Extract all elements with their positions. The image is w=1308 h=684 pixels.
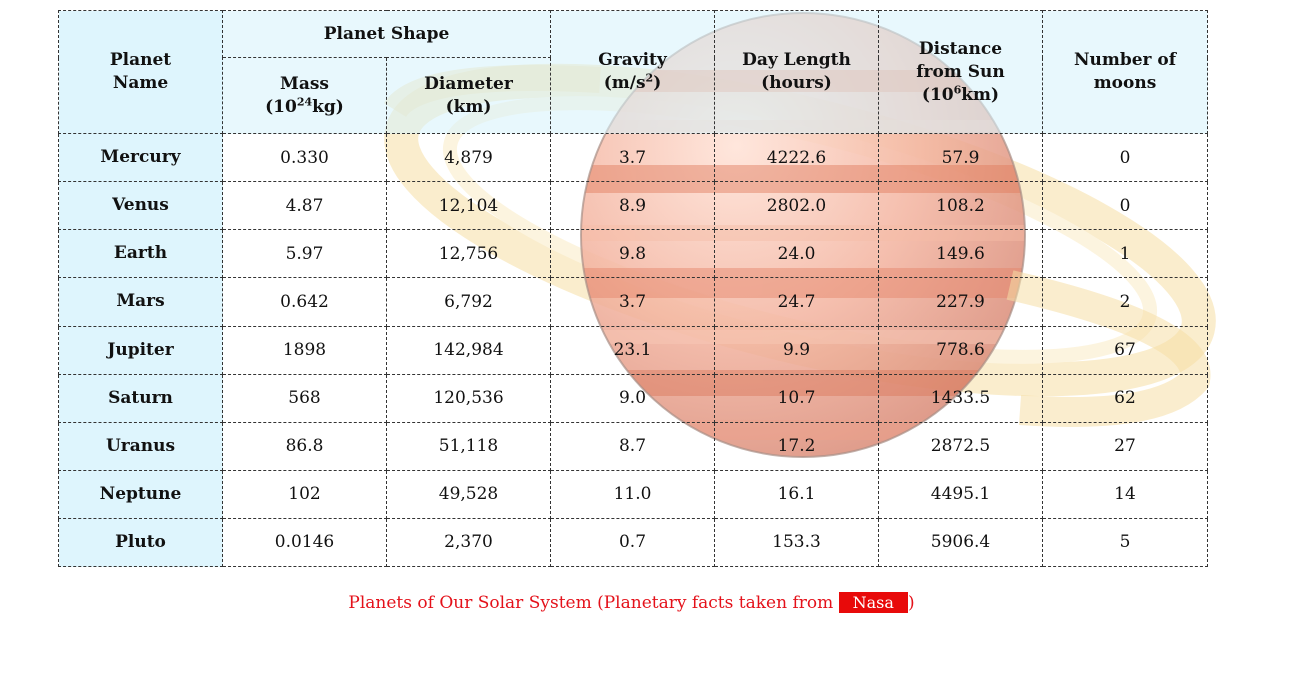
mass-cell: 86.8 [222,421,387,471]
planet-name-cell: Pluto [58,517,223,568]
table-row: Neptune 102 49,528 11.0 16.1 4495.1 14 [58,469,1208,519]
planet-name-cell: Venus [58,181,223,231]
distance-cell: 57.9 [878,133,1043,183]
gravity-cell: 3.7 [550,133,715,183]
gravity-cell: 8.7 [550,421,715,471]
caption-text: Planets of Our Solar System (Planetary f… [348,593,839,613]
gravity-cell: 9.0 [550,373,715,423]
day-cell: 24.7 [714,277,879,327]
moons-cell: 0 [1042,133,1208,183]
table-row: Earth 5.97 12,756 9.8 24.0 149.6 1 [58,229,1208,279]
header-diameter: Diameter (km) [386,57,551,135]
table-row: Jupiter 1898 142,984 23.1 9.9 778.6 67 [58,325,1208,375]
moons-cell: 5 [1042,517,1208,568]
mass-cell: 1898 [222,325,387,375]
header-day-length: Day Length (hours) [714,9,879,135]
diameter-cell: 12,756 [386,229,551,279]
header-gravity: Gravity (m/s2) [550,9,715,135]
day-cell: 153.3 [714,517,879,568]
header-distance: Distance from Sun (106km) [878,9,1043,135]
diameter-cell: 6,792 [386,277,551,327]
moons-cell: 1 [1042,229,1208,279]
moons-cell: 62 [1042,373,1208,423]
moons-cell: 14 [1042,469,1208,519]
mass-cell: 102 [222,469,387,519]
gravity-cell: 23.1 [550,325,715,375]
table-row: Saturn 568 120,536 9.0 10.7 1433.5 62 [58,373,1208,423]
mass-cell: 5.97 [222,229,387,279]
distance-cell: 227.9 [878,277,1043,327]
mass-cell: 0.330 [222,133,387,183]
table-row: Mars 0.642 6,792 3.7 24.7 227.9 2 [58,277,1208,327]
planet-name-cell: Saturn [58,373,223,423]
table-row: Pluto 0.0146 2,370 0.7 153.3 5906.4 5 [58,517,1208,568]
distance-cell: 108.2 [878,181,1043,231]
header-planet-name: Planet Name [58,9,223,135]
day-cell: 4222.6 [714,133,879,183]
distance-cell: 5906.4 [878,517,1043,568]
gravity-cell: 3.7 [550,277,715,327]
diameter-cell: 12,104 [386,181,551,231]
table-caption: Planets of Our Solar System (Planetary f… [0,592,1263,613]
planet-name-cell: Mercury [58,133,223,183]
gravity-cell: 0.7 [550,517,715,568]
planet-table: Planet Name Planet Shape Gravity (m/s2) D… [58,9,1208,568]
table-row: Uranus 86.8 51,118 8.7 17.2 2872.5 27 [58,421,1208,471]
day-cell: 17.2 [714,421,879,471]
moons-cell: 0 [1042,181,1208,231]
nasa-link[interactable]: Nasa [838,592,908,613]
header-planet-shape: Planet Shape [222,9,551,59]
gravity-cell: 8.9 [550,181,715,231]
planet-name-cell: Mars [58,277,223,327]
day-cell: 2802.0 [714,181,879,231]
diameter-cell: 49,528 [386,469,551,519]
header-mass: Mass (1024kg) [222,57,387,135]
moons-cell: 67 [1042,325,1208,375]
caption-close: ) [907,593,915,613]
diameter-cell: 51,118 [386,421,551,471]
day-cell: 10.7 [714,373,879,423]
distance-cell: 149.6 [878,229,1043,279]
table-row: Mercury 0.330 4,879 3.7 4222.6 57.9 0 [58,133,1208,183]
distance-cell: 778.6 [878,325,1043,375]
diameter-cell: 120,536 [386,373,551,423]
mass-cell: 4.87 [222,181,387,231]
day-cell: 24.0 [714,229,879,279]
moons-cell: 2 [1042,277,1208,327]
planet-name-cell: Earth [58,229,223,279]
distance-cell: 2872.5 [878,421,1043,471]
diameter-cell: 2,370 [386,517,551,568]
gravity-cell: 11.0 [550,469,715,519]
gravity-cell: 9.8 [550,229,715,279]
planet-name-cell: Uranus [58,421,223,471]
distance-cell: 4495.1 [878,469,1043,519]
mass-cell: 568 [222,373,387,423]
header-moons: Number of moons [1042,9,1208,135]
table-row: Venus 4.87 12,104 8.9 2802.0 108.2 0 [58,181,1208,231]
day-cell: 16.1 [714,469,879,519]
moons-cell: 27 [1042,421,1208,471]
mass-cell: 0.642 [222,277,387,327]
planet-name-cell: Neptune [58,469,223,519]
diameter-cell: 4,879 [386,133,551,183]
day-cell: 9.9 [714,325,879,375]
distance-cell: 1433.5 [878,373,1043,423]
mass-cell: 0.0146 [222,517,387,568]
planet-name-cell: Jupiter [58,325,223,375]
diameter-cell: 142,984 [386,325,551,375]
